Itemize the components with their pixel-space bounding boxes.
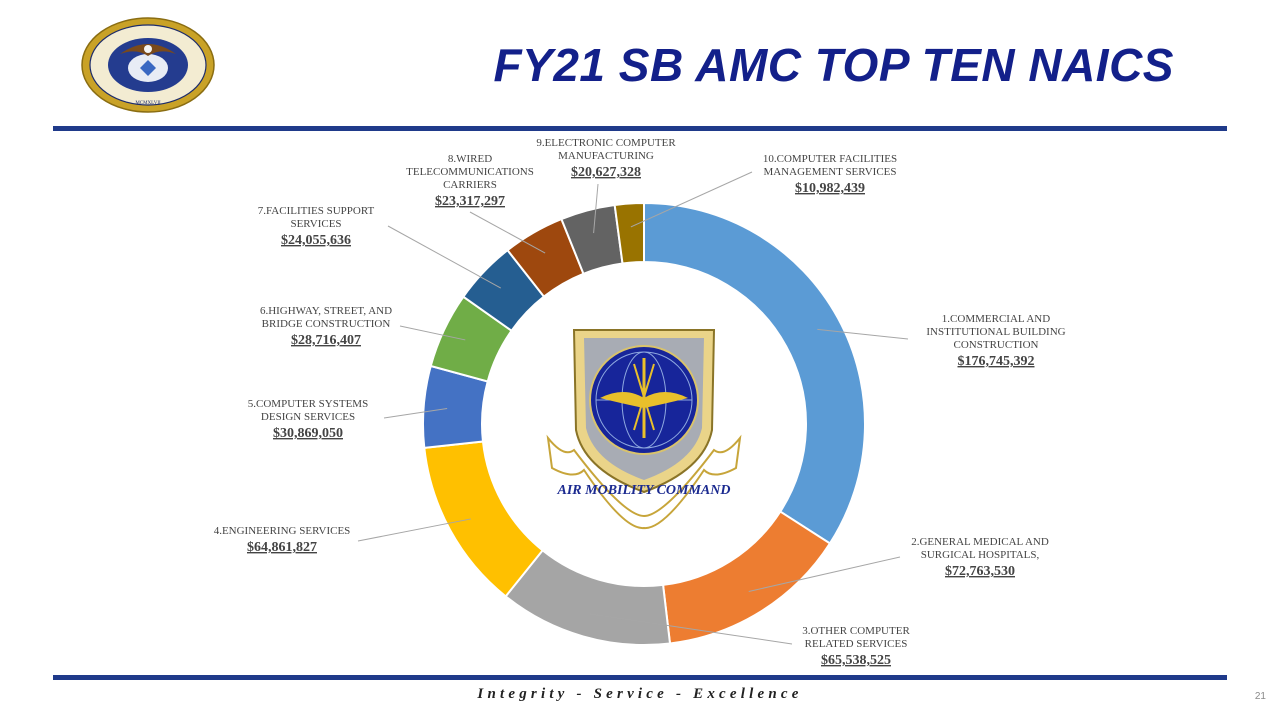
category-label-9: MANUFACTURING [558,150,654,162]
category-label-9: 9.ELECTRONIC COMPUTER [536,137,676,149]
category-label-8: 8.WIRED [448,153,492,165]
leader-line-9 [593,183,599,234]
value-label-9: $20,627,328 [571,165,641,180]
category-label-1: CONSTRUCTION [954,339,1039,351]
category-label-7: SERVICES [290,218,341,230]
leader-line-2 [748,556,901,592]
footer-motto: Integrity - Service - Excellence [477,686,803,702]
category-label-8: TELECOMMUNICATIONS [406,166,534,178]
bottom-divider [53,675,1227,680]
category-label-2: SURGICAL HOSPITALS, [921,549,1040,561]
category-label-1: 1.COMMERCIAL AND [942,313,1050,325]
category-label-6: 6.HIGHWAY, STREET, AND [260,305,392,317]
value-label-3: $65,538,525 [821,653,891,668]
leader-lines [357,171,909,645]
value-label-7: $24,055,636 [281,233,351,248]
page-number: 21 [1254,691,1266,702]
category-label-4: 4.ENGINEERING SERVICES [214,525,351,537]
value-label-6: $28,716,407 [291,333,361,348]
category-label-10: 10.COMPUTER FACILITIES [763,153,897,165]
leader-line-4 [357,518,471,542]
doughnut-slice-2 [661,510,832,645]
amc-emblem-text: AIR MOBILITY COMMAND [557,483,731,498]
value-label-1: $176,745,392 [958,354,1035,369]
category-label-10: MANAGEMENT SERVICES [763,166,896,178]
value-label-5: $30,869,050 [273,426,343,441]
page-title: FY21 SB AMC TOP TEN NAICS [493,39,1174,91]
doughnut-slice-1 [643,201,866,545]
category-label-5: DESIGN SERVICES [261,411,355,423]
leader-line-10 [630,171,753,228]
category-label-7: 7.FACILITIES SUPPORT [258,205,375,217]
leader-line-1 [817,328,909,340]
leader-line-8 [469,211,546,254]
category-label-2: 2.GENERAL MEDICAL AND [911,536,1049,548]
category-label-8: CARRIERS [443,179,497,191]
leader-line-5 [383,407,448,419]
doughnut-slice-4 [423,440,545,598]
doughnut-ring [422,201,866,646]
leader-line-6 [399,325,466,341]
amc-emblem-logo: AIR MOBILITY COMMAND [546,329,742,530]
value-label-8: $23,317,297 [435,194,505,209]
svg-text:MCMXLVII: MCMXLVII [135,101,161,106]
leader-line-3 [589,613,793,645]
air-force-seal-logo: MCMXLVII [81,17,215,113]
category-label-1: INSTITUTIONAL BUILDING [926,326,1065,338]
category-label-3: 3.OTHER COMPUTER [802,625,910,637]
leader-line-7 [387,225,502,289]
category-label-5: 5.COMPUTER SYSTEMS [248,398,368,410]
category-label-6: BRIDGE CONSTRUCTION [262,318,391,330]
value-label-4: $64,861,827 [247,540,317,555]
doughnut-slice-10 [613,201,645,265]
value-label-2: $72,763,530 [945,564,1015,579]
top-divider [53,126,1227,131]
value-label-10: $10,982,439 [795,181,865,196]
category-label-3: RELATED SERVICES [805,638,908,650]
